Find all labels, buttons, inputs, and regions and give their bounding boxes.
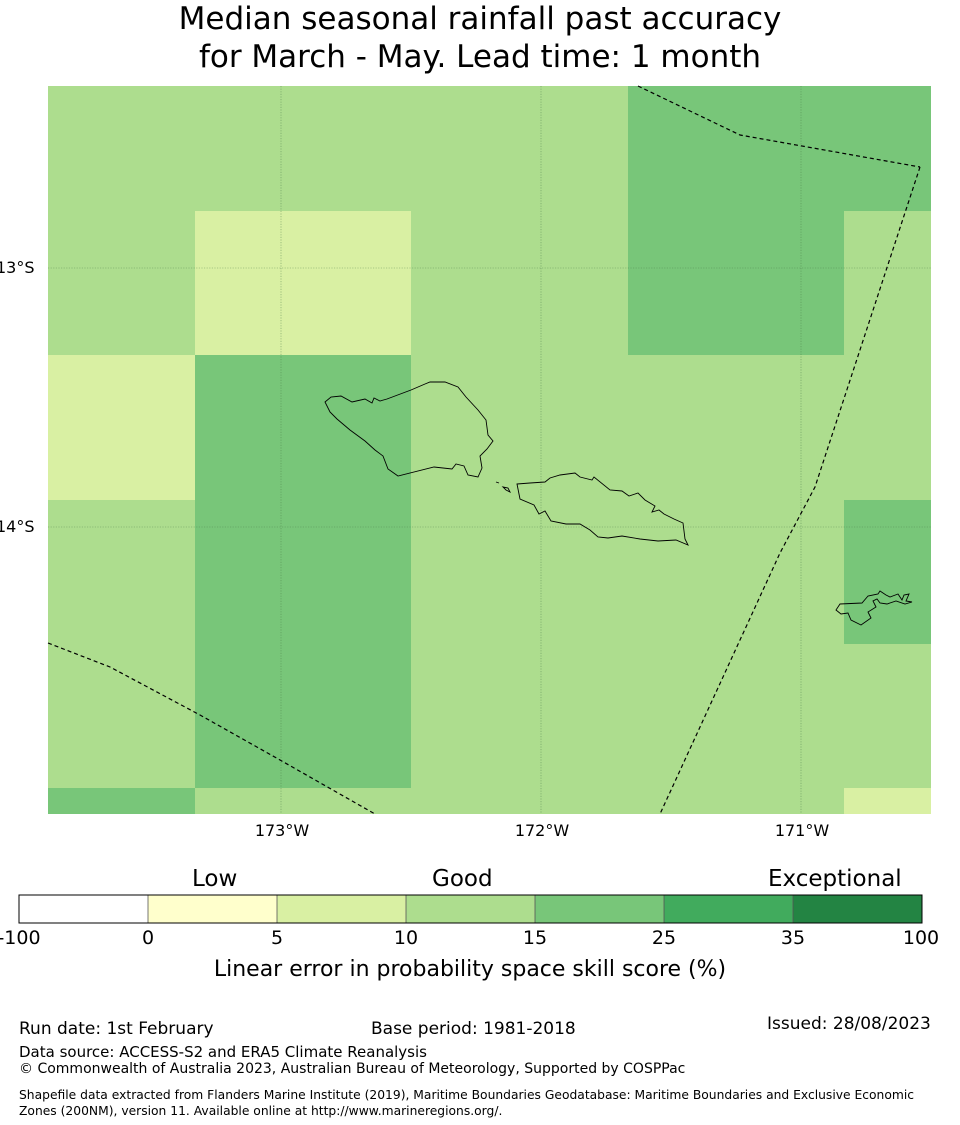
- lon-label-171w: 171°W: [774, 821, 830, 840]
- colorbar: [18, 894, 923, 924]
- category-low: Low: [192, 866, 238, 892]
- grid-cell: [844, 788, 931, 814]
- grid-cell: [195, 788, 411, 814]
- category-good: Good: [432, 866, 493, 892]
- data-source: Data source: ACCESS-S2 and ERA5 Climate …: [19, 1043, 427, 1061]
- colorbar-segment-below-0: [19, 895, 148, 923]
- grid-cell: [195, 500, 411, 644]
- eez-boundaries: [47, 85, 921, 815]
- grid-cell: [628, 788, 844, 814]
- run-date: Run date: 1st February: [19, 1019, 214, 1039]
- grid-cell: [48, 86, 195, 211]
- colorbar-tick: -100: [0, 927, 41, 949]
- grid-cell: [48, 644, 195, 788]
- grid-cell: [195, 355, 411, 500]
- grid-cell: [411, 500, 628, 644]
- colorbar-tick: 15: [522, 927, 548, 949]
- lon-label-172w: 172°W: [514, 821, 570, 840]
- grid-cell: [628, 644, 844, 788]
- grid-cell: [628, 86, 844, 211]
- grid-cell: [411, 355, 628, 500]
- lat-label-14s: 14°S: [0, 517, 35, 536]
- grid-cell: [628, 500, 844, 644]
- colorbar-tick: 10: [393, 927, 419, 949]
- grid-cell: [195, 86, 411, 211]
- colorbar-segment-25-35: [664, 895, 793, 923]
- grid-cell: [844, 644, 931, 788]
- tutuila-island-outline: [835, 590, 913, 626]
- colorbar-tick: 100: [902, 927, 940, 949]
- eez-line-north: [637, 85, 921, 168]
- colorbar-label: Linear error in probability space skill …: [213, 957, 727, 982]
- copyright: © Commonwealth of Australia 2023, Austra…: [19, 1061, 686, 1077]
- colorbar-segment-15-25: [535, 895, 664, 923]
- lon-label-173w: 173°W: [254, 821, 310, 840]
- base-period: Base period: 1981-2018: [371, 1019, 576, 1039]
- colorbar-tick: 0: [141, 927, 155, 949]
- lat-label-13s: 13°S: [0, 258, 35, 277]
- grid-cell: [195, 644, 411, 788]
- grid-cell: [48, 355, 195, 500]
- grid-cell: [48, 211, 195, 355]
- eez-line-southwest: [47, 642, 376, 815]
- colorbar-segment-0-5: [148, 895, 277, 923]
- grid-cell: [844, 355, 931, 500]
- grid-cell: [411, 86, 628, 211]
- grid-cell: [844, 500, 931, 644]
- colorbar-tick: 25: [651, 927, 677, 949]
- eez-line-east: [659, 166, 921, 815]
- grid-cell: [48, 788, 195, 814]
- colorbar-segment-10-15: [406, 895, 535, 923]
- title-line-2: for March - May. Lead time: 1 month: [198, 39, 762, 75]
- grid-cell: [411, 644, 628, 788]
- colorbar-tick: 35: [780, 927, 806, 949]
- colorbar-segment-35-100: [793, 895, 922, 923]
- upolu-island-outline: [516, 472, 689, 546]
- category-exceptional: Exceptional: [768, 866, 902, 892]
- graticule: [48, 86, 931, 814]
- apolima-islet-outline: [495, 481, 500, 484]
- coastlines: [324, 381, 913, 626]
- grid-cell: [844, 211, 931, 355]
- colorbar-tick: 5: [270, 927, 284, 949]
- title-line-1: Median seasonal rainfall past accuracy: [178, 1, 782, 37]
- grid-cell: [411, 211, 628, 355]
- issued-date: Issued: 28/08/2023: [767, 1014, 931, 1034]
- chart-title: Median seasonal rainfall past accuracy f…: [0, 0, 960, 76]
- grid-cell: [628, 355, 844, 500]
- manono-islet-outline: [501, 486, 512, 494]
- savaii-island-outline: [324, 381, 494, 478]
- colorbar-frame: [18, 894, 923, 924]
- grid-cell: [411, 788, 628, 814]
- grid-cell: [628, 211, 844, 355]
- grid-cell: [48, 500, 195, 644]
- grid-cell: [844, 86, 931, 211]
- colorbar-segment-5-10: [277, 895, 406, 923]
- grid-cell: [195, 211, 411, 355]
- skill-grid: [48, 86, 931, 814]
- shapefile-credit: Shapefile data extracted from Flanders M…: [19, 1088, 915, 1118]
